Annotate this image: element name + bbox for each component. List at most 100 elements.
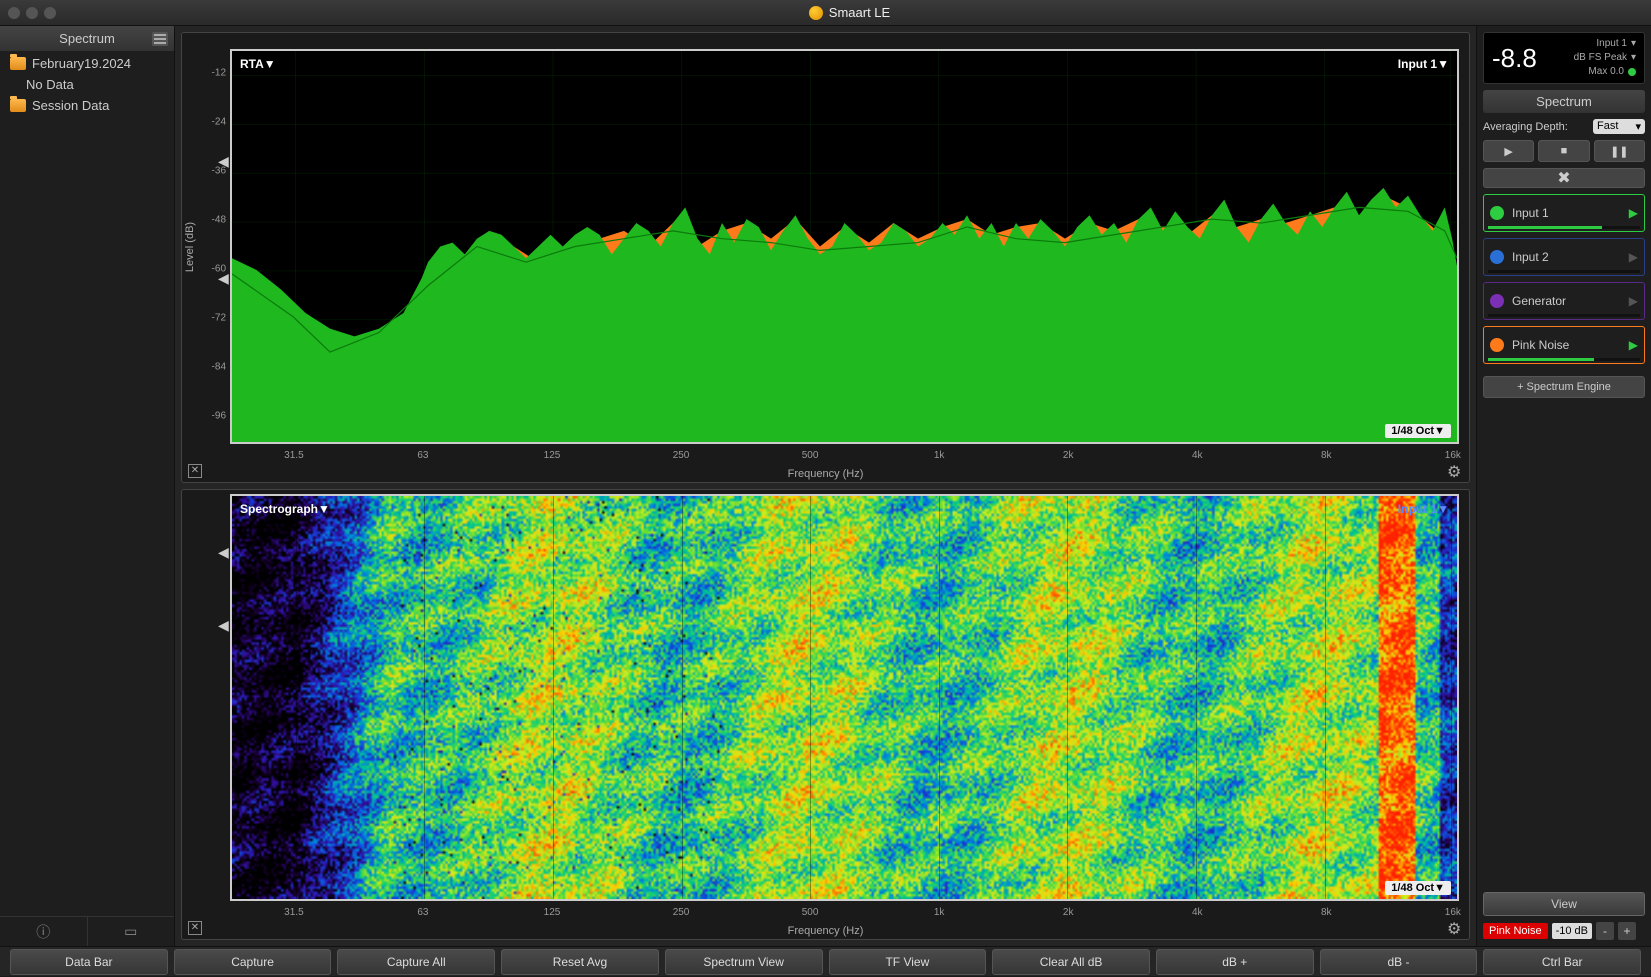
tree-item[interactable]: February19.2024 <box>0 53 174 74</box>
app-icon <box>809 6 823 20</box>
rta-resolution-dropdown[interactable]: 1/48 Oct▼ <box>1385 424 1451 438</box>
meter-scale-dropdown[interactable]: dB FS Peak▾ <box>1574 51 1636 65</box>
bottom-button[interactable]: TF View <box>829 949 987 975</box>
range-handle-icon[interactable]: ◀ <box>218 617 229 634</box>
engine-play-icon[interactable]: ▶ <box>1629 294 1638 308</box>
sidebar: Spectrum February19.2024 No Data Session… <box>0 26 175 946</box>
rta-title-dropdown[interactable]: RTA▼ <box>240 57 276 71</box>
xtick: 4k <box>1192 907 1203 918</box>
spectrograph-plot-area[interactable]: Spectrograph▼ Input 1▼ 1/48 Oct▼ ◀ ◀ <box>230 494 1459 901</box>
bottom-button[interactable]: Reset Avg <box>501 949 659 975</box>
hamburger-icon[interactable] <box>152 32 168 46</box>
rta-xaxis: Frequency (Hz) ✕ ⚙ 31.5631252505001k2k4k… <box>182 448 1469 482</box>
pause-button[interactable]: ❚❚ <box>1594 140 1645 162</box>
sidebar-footer: ⓘ ▭ <box>0 916 174 946</box>
close-icon[interactable]: ✕ <box>188 921 202 935</box>
xtick: 16k <box>1445 907 1461 918</box>
engine-level-meter <box>1488 358 1640 361</box>
tree-item[interactable]: Session Data <box>0 95 174 116</box>
xtick: 2k <box>1063 907 1074 918</box>
ytick: -12 <box>212 68 226 79</box>
meter-max: Max 0.0 <box>1574 65 1636 79</box>
tree-label: Session Data <box>32 98 109 113</box>
rta-plot-area[interactable]: RTA▼ Input 1▼ 1/48 Oct▼ ◀ ◀ <box>230 49 1459 444</box>
bottom-button[interactable]: Data Bar <box>10 949 168 975</box>
tree-label: February19.2024 <box>32 56 131 71</box>
rta-yaxis: Level (dB) -12-24-36-48-60-72-84-96 <box>182 33 230 448</box>
view-button[interactable]: View <box>1483 892 1645 916</box>
meter-input-dropdown[interactable]: Input 1▾ <box>1574 37 1636 51</box>
rta-input-dropdown[interactable]: Input 1▼ <box>1398 57 1449 71</box>
generator-level[interactable]: -10 dB <box>1552 923 1592 939</box>
engine-row[interactable]: Generator ▶ <box>1483 282 1645 320</box>
spectrograph-xlabel: Frequency (Hz) <box>788 925 864 937</box>
engine-play-icon[interactable]: ▶ <box>1629 206 1638 220</box>
engine-row[interactable]: Input 1 ▶ <box>1483 194 1645 232</box>
generator-type-button[interactable]: Pink Noise <box>1483 923 1548 939</box>
bottom-button[interactable]: Spectrum View <box>665 949 823 975</box>
stop-button[interactable]: ■ <box>1538 140 1589 162</box>
spectrograph-xaxis: Frequency (Hz) ✕ ⚙ 31.5631252505001k2k4k… <box>182 905 1469 939</box>
spectrograph-title-dropdown[interactable]: Spectrograph▼ <box>240 502 330 516</box>
ytick: -72 <box>212 312 226 323</box>
xtick: 1k <box>934 907 945 918</box>
engine-play-icon[interactable]: ▶ <box>1629 338 1638 352</box>
maximize-window-btn[interactable] <box>44 7 56 19</box>
gear-icon[interactable]: ⚙ <box>1447 919 1463 935</box>
generator-minus-button[interactable]: - <box>1596 922 1614 940</box>
device-icon[interactable]: ▭ <box>88 917 175 946</box>
spectrograph-resolution-dropdown[interactable]: 1/48 Oct▼ <box>1385 881 1451 895</box>
settings-button[interactable]: ✖ <box>1483 168 1645 188</box>
engine-row[interactable]: Input 2 ▶ <box>1483 238 1645 276</box>
close-window-btn[interactable] <box>8 7 20 19</box>
sidebar-tree: February19.2024 No Data Session Data <box>0 51 174 916</box>
gear-icon[interactable]: ⚙ <box>1447 462 1463 478</box>
engine-label: Generator <box>1512 294 1566 308</box>
xtick: 63 <box>417 907 428 918</box>
xtick: 125 <box>544 907 561 918</box>
center-panel: Level (dB) -12-24-36-48-60-72-84-96 RTA▼… <box>175 26 1476 946</box>
averaging-row: Averaging Depth: Fast▾ <box>1483 119 1645 134</box>
engine-color-dot <box>1490 250 1504 264</box>
yzoom-handle-icon[interactable]: ◀ <box>218 270 229 287</box>
engine-play-icon[interactable]: ▶ <box>1629 250 1638 264</box>
add-spectrum-engine-button[interactable]: + Spectrum Engine <box>1483 376 1645 398</box>
bottom-button[interactable]: Capture <box>174 949 332 975</box>
meter-reading: -8.8 <box>1492 43 1537 74</box>
bottom-button[interactable]: Clear All dB <box>992 949 1150 975</box>
xtick: 31.5 <box>284 450 303 461</box>
averaging-select[interactable]: Fast▾ <box>1593 119 1645 134</box>
minimize-window-btn[interactable] <box>26 7 38 19</box>
folder-icon <box>10 99 26 112</box>
close-icon[interactable]: ✕ <box>188 464 202 478</box>
tree-item[interactable]: No Data <box>0 74 174 95</box>
bottom-button[interactable]: Ctrl Bar <box>1483 949 1641 975</box>
xtick: 31.5 <box>284 907 303 918</box>
ytick: -84 <box>212 361 226 372</box>
titlebar: Smaart LE <box>0 0 1651 26</box>
xtick: 16k <box>1445 450 1461 461</box>
bottom-button[interactable]: dB + <box>1156 949 1314 975</box>
folder-icon <box>10 57 26 70</box>
rightbar: -8.8 Input 1▾ dB FS Peak▾ Max 0.0 Spectr… <box>1476 26 1651 946</box>
xtick: 2k <box>1063 450 1074 461</box>
spectrograph-input-dropdown[interactable]: Input 1▼ <box>1398 502 1449 516</box>
bottom-button[interactable]: Capture All <box>337 949 495 975</box>
engine-row[interactable]: Pink Noise ▶ <box>1483 326 1645 364</box>
xtick: 500 <box>802 450 819 461</box>
xtick: 4k <box>1192 450 1203 461</box>
rta-xlabel: Frequency (Hz) <box>788 468 864 480</box>
engine-label: Input 1 <box>1512 206 1549 220</box>
range-handle-icon[interactable]: ◀ <box>218 544 229 561</box>
ytick: -24 <box>212 117 226 128</box>
yzoom-handle-icon[interactable]: ◀ <box>218 153 229 170</box>
play-button[interactable]: ▶ <box>1483 140 1534 162</box>
generator-plus-button[interactable]: + <box>1618 922 1636 940</box>
rta-ylabel: Level (dB) <box>184 221 196 271</box>
bottom-button[interactable]: dB - <box>1320 949 1478 975</box>
bottombar: Data BarCaptureCapture AllReset AvgSpect… <box>0 946 1651 976</box>
info-icon[interactable]: ⓘ <box>0 917 88 946</box>
xtick: 500 <box>802 907 819 918</box>
right-section-header: Spectrum <box>1483 90 1645 113</box>
xtick: 1k <box>934 450 945 461</box>
